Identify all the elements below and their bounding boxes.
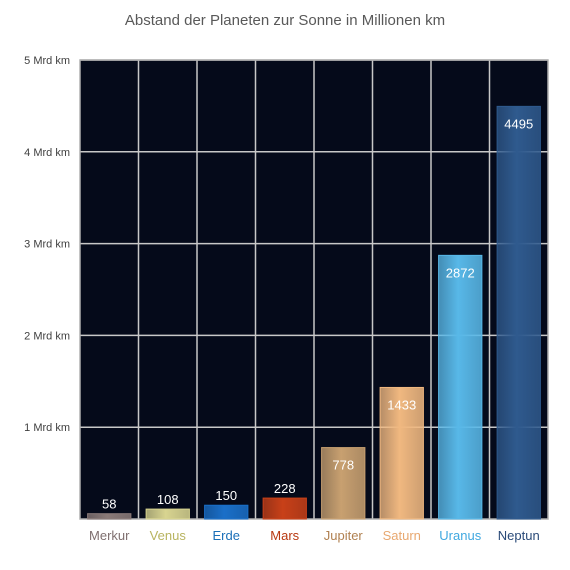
x-tick-label: Mars xyxy=(270,528,299,543)
bar-saturn xyxy=(379,386,424,520)
plot-border xyxy=(79,59,549,520)
bar-erde xyxy=(204,504,249,520)
bar-mars xyxy=(262,497,307,520)
y-tick-label: 5 Mrd km xyxy=(24,55,70,67)
bar-jupiter xyxy=(321,447,366,520)
data-label: 108 xyxy=(157,492,179,507)
x-tick-label: Venus xyxy=(150,528,187,543)
data-label: 2872 xyxy=(446,265,475,280)
bar-merkur xyxy=(87,513,132,520)
data-label: 150 xyxy=(215,488,237,503)
x-tick-label: Merkur xyxy=(89,528,130,543)
data-label: 778 xyxy=(332,458,354,473)
chart-title: Abstand der Planeten zur Sonne in Millio… xyxy=(124,12,446,29)
data-label: 4495 xyxy=(504,116,533,131)
bars: 58 108 150 228 778 1433 2872 4495 xyxy=(87,105,541,520)
x-tick-label: Jupiter xyxy=(324,528,364,543)
bar-uranus xyxy=(438,254,483,520)
x-tick-label: Erde xyxy=(213,528,240,543)
data-label: 58 xyxy=(102,497,116,512)
y-tick-label: 4 Mrd km xyxy=(24,147,70,159)
x-axis-ticks: Merkur Venus Erde Mars Jupiter Saturn Uranus Ne… xyxy=(89,528,540,543)
x-tick-label: Uranus xyxy=(439,528,481,543)
x-tick-label: Neptun xyxy=(498,528,540,543)
x-tick-label: Saturn xyxy=(383,528,421,543)
bar-venus xyxy=(145,508,190,520)
y-tick-label: 2 Mrd km xyxy=(24,330,70,342)
bar-neptun xyxy=(496,105,541,520)
y-tick-label: 3 Mrd km xyxy=(24,239,70,251)
data-label: 1433 xyxy=(387,397,416,412)
y-axis-ticks: 1 Mrd km 2 Mrd km 3 Mrd km 4 Mrd km 5 Mrd km xyxy=(24,55,70,434)
data-label: 228 xyxy=(274,481,296,496)
y-tick-label: 1 Mrd km xyxy=(24,422,70,434)
